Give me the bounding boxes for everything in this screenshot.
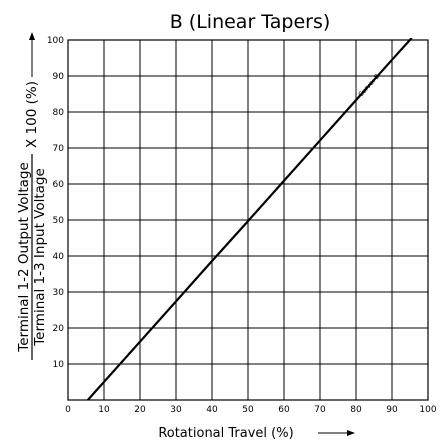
y-tick-label: 80 [53,108,65,118]
series-lines: Curve: B [86,38,413,401]
plot-border [67,39,429,401]
x-tick-label: 50 [242,405,254,415]
y-tick-label: 50 [53,216,65,226]
y-tick-label: 10 [53,360,65,370]
x-tick-label: 10 [98,405,110,415]
y-tick-label: 60 [53,180,65,190]
chart-title: B (Linear Tapers) [170,11,331,33]
y-tick-label: 40 [53,252,65,262]
x-tick-label: 80 [350,405,362,415]
series-line [86,38,413,401]
x-axis-label: Rotational Travel (%) [158,426,293,440]
y-tick-label: 90 [53,72,65,82]
x-tick-label: 40 [206,405,218,415]
y-label-denominator: Terminal 1-3 Input Voltage [32,168,48,347]
x-tick-label: 100 [419,405,436,415]
x-tick-label: 60 [278,405,290,415]
y-axis-arrow-icon [29,32,35,40]
x-tick-labels: 0 10 20 30 40 50 60 70 80 90 100 [65,405,437,415]
y-tick-label: 100 [47,36,64,46]
y-label-numerator: Terminal 1-2 Output Voltage [16,162,32,353]
y-axis-label: Terminal 1-2 Output Voltage Terminal 1-3… [16,32,48,360]
x-axis-arrow-icon [347,430,355,436]
y-tick-label: 70 [53,144,65,154]
x-tick-label: 70 [314,405,326,415]
x-tick-label: 30 [170,405,182,415]
x-tick-label: 0 [65,405,71,415]
y-tick-label: 20 [53,324,65,334]
x-tick-label: 20 [134,405,146,415]
x-tick-label: 90 [386,405,398,415]
y-tick-label: 30 [53,288,65,298]
y-tick-labels: 10 20 30 40 50 60 70 80 90 100 [47,36,64,370]
plot-frame [67,39,429,401]
y-label-suffix: X 100 (%) [24,81,40,148]
